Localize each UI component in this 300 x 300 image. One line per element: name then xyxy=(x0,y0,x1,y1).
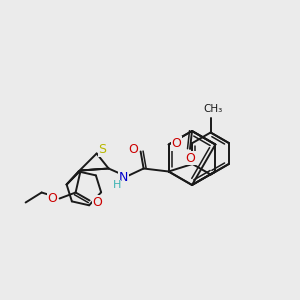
Text: O: O xyxy=(129,143,139,156)
Text: CH₃: CH₃ xyxy=(203,104,222,115)
Text: N: N xyxy=(119,171,128,184)
Text: S: S xyxy=(99,143,106,156)
Text: O: O xyxy=(172,137,182,150)
Text: O: O xyxy=(185,152,195,164)
Text: O: O xyxy=(93,196,103,209)
Text: H: H xyxy=(112,181,121,190)
Text: O: O xyxy=(48,192,58,205)
